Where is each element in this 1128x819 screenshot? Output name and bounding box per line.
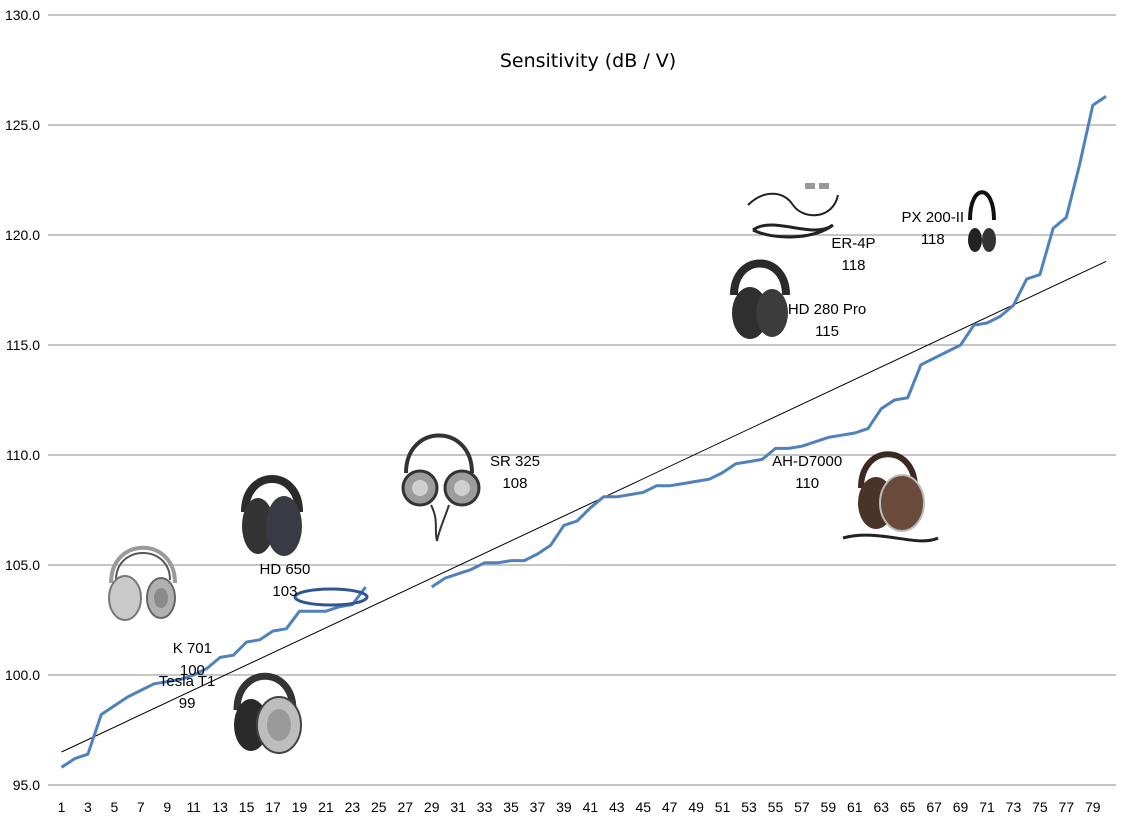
x-tick-label: 25 <box>371 799 387 815</box>
annotation-name: SR 325 <box>490 453 540 470</box>
highlight-ellipse <box>293 587 369 607</box>
x-tick-label: 27 <box>397 799 413 815</box>
headphone-k701-icon <box>108 545 177 621</box>
y-tick-label: 125.0 <box>5 117 40 133</box>
headphone-hd280pro-icon <box>730 259 790 339</box>
annotation-name: Tesla T1 <box>159 673 215 690</box>
x-tick-label: 49 <box>688 799 704 815</box>
x-tick-label: 11 <box>186 799 201 815</box>
x-axis-ticks: 1 3 5 7 9 11 13 15 17 19 21 23 25 27 29 31 33 35 37 39 41 43 4… <box>58 799 1101 815</box>
annotation-value: 118 <box>921 231 945 248</box>
y-tick-label: 110.0 <box>6 447 40 463</box>
x-tick-label: 47 <box>662 799 678 815</box>
x-tick-label: 13 <box>212 799 228 815</box>
y-axis-ticks: 95.0 100.0 105.0 110.0 115.0 120.0 125.0 130.0 <box>5 7 40 793</box>
y-tick-label: 100.0 <box>5 667 40 683</box>
headphone-ahd7000-icon <box>842 451 939 543</box>
y-tick-label: 95.0 <box>13 777 40 793</box>
x-tick-label: 73 <box>1006 799 1022 815</box>
annotation-name: HD 650 <box>260 561 311 578</box>
x-tick-label: 45 <box>635 799 651 815</box>
annotation-value: 108 <box>502 475 527 492</box>
x-tick-label: 39 <box>556 799 572 815</box>
x-tick-label: 63 <box>873 799 889 815</box>
x-tick-label: 57 <box>794 799 810 815</box>
annotation-value: 118 <box>842 257 866 274</box>
headphone-hd650-icon <box>241 475 303 556</box>
x-tick-label: 3 <box>84 799 92 815</box>
x-tick-label: 61 <box>847 799 863 815</box>
x-tick-label: 51 <box>715 799 731 815</box>
x-tick-label: 55 <box>768 799 784 815</box>
x-tick-label: 33 <box>477 799 493 815</box>
y-tick-label: 105.0 <box>5 557 40 573</box>
x-tick-label: 1 <box>58 799 66 815</box>
headphone-sr325-icon <box>401 433 481 542</box>
x-tick-label: 59 <box>821 799 837 815</box>
annotation-name: HD 280 Pro <box>788 301 866 318</box>
annotation-name: AH-D7000 <box>772 453 842 470</box>
x-tick-label: 37 <box>530 799 546 815</box>
x-tick-label: 41 <box>583 799 599 815</box>
x-tick-label: 17 <box>265 799 281 815</box>
x-tick-label: 9 <box>163 799 171 815</box>
x-tick-label: 69 <box>953 799 969 815</box>
headphone-tesla-t1-icon <box>233 672 302 754</box>
annotation-name: PX 200-II <box>902 209 965 226</box>
x-tick-label: 65 <box>900 799 916 815</box>
x-tick-label: 35 <box>503 799 519 815</box>
x-tick-label: 79 <box>1085 799 1101 815</box>
chart-title: Sensitivity (dB / V) <box>500 50 676 72</box>
x-tick-label: 21 <box>318 799 334 815</box>
x-tick-label: 71 <box>979 799 995 815</box>
annotation-value: 110 <box>795 475 819 492</box>
annotation-value: 99 <box>179 695 196 712</box>
trendline <box>61 260 1107 753</box>
x-tick-label: 15 <box>239 799 255 815</box>
x-tick-label: 75 <box>1032 799 1048 815</box>
headphone-px200-icon <box>968 190 996 252</box>
y-tick-label: 130.0 <box>5 7 40 23</box>
x-tick-label: 5 <box>110 799 118 815</box>
sensitivity-series-line <box>60 95 1107 769</box>
x-tick-label: 29 <box>424 799 440 815</box>
x-tick-label: 19 <box>292 799 308 815</box>
gridlines <box>48 14 1116 676</box>
annotation-name: K 701 <box>173 640 212 657</box>
annotation-value: 115 <box>815 323 839 340</box>
y-tick-label: 120.0 <box>5 227 40 243</box>
annotation-value: 103 <box>272 583 297 600</box>
annotation-name: ER-4P <box>831 235 875 252</box>
earphone-er4p-icon <box>747 183 839 239</box>
annotation-value: 100 <box>180 662 205 679</box>
x-tick-label: 53 <box>741 799 757 815</box>
x-tick-label: 43 <box>609 799 625 815</box>
y-tick-label: 115.0 <box>6 337 40 353</box>
x-tick-label: 7 <box>137 799 145 815</box>
x-tick-label: 31 <box>450 799 466 815</box>
x-tick-label: 67 <box>926 799 942 815</box>
x-tick-label: 77 <box>1059 799 1075 815</box>
x-tick-label: 23 <box>345 799 361 815</box>
